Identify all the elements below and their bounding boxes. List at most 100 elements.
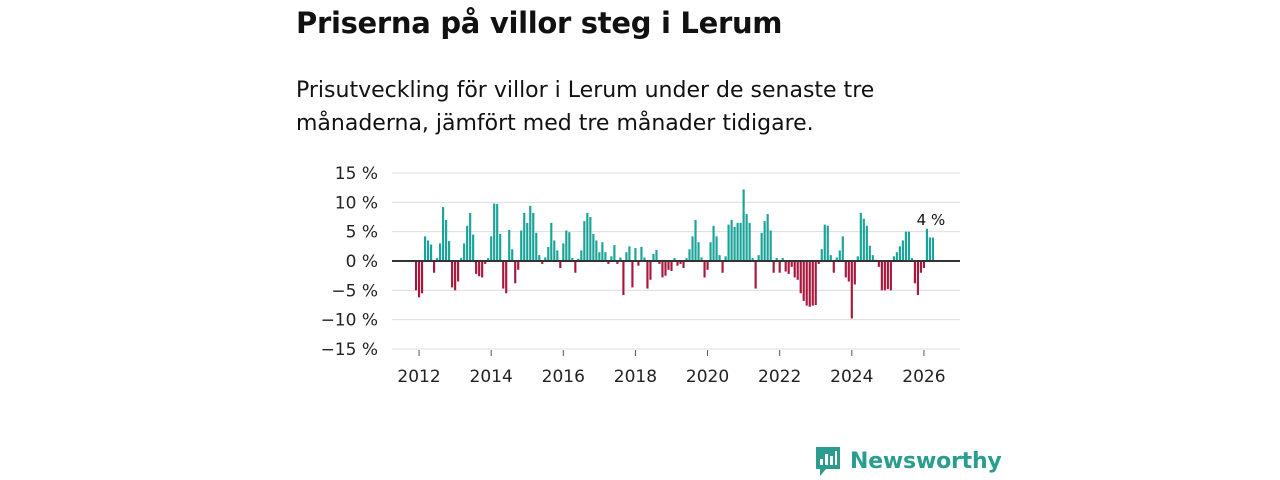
bar-positive <box>526 222 529 261</box>
bar-positive <box>694 219 697 261</box>
bar-positive <box>553 240 556 261</box>
bar-positive <box>868 245 871 261</box>
bar-positive <box>781 258 784 261</box>
bar-negative <box>505 261 508 294</box>
bar-negative <box>847 261 850 282</box>
bar-positive <box>532 212 535 261</box>
bar-positive <box>547 246 550 261</box>
bar-positive <box>733 226 736 261</box>
x-tick-label: 2020 <box>686 367 729 387</box>
bar-positive <box>745 214 748 261</box>
bar-positive <box>931 237 935 261</box>
bar-positive <box>865 225 868 261</box>
bar-positive <box>430 244 433 261</box>
bar-positive <box>841 236 844 261</box>
x-tick-label: 2026 <box>902 367 945 387</box>
bar-positive <box>538 255 541 261</box>
brand-name: Newsworthy <box>850 448 1002 474</box>
bar-positive <box>892 256 895 261</box>
chart-subtitle: Prisutveckling för villor i Lerum under … <box>296 78 875 136</box>
bar-positive <box>643 257 646 261</box>
bar-positive <box>613 245 616 261</box>
bar-positive <box>469 212 472 261</box>
bar-negative <box>517 261 520 270</box>
bar-negative <box>637 261 640 266</box>
bar-positive <box>556 250 559 261</box>
bar-positive <box>730 219 733 261</box>
bar-positive <box>709 242 712 261</box>
bar-negative <box>916 261 919 296</box>
x-tick-label: 2018 <box>614 367 657 387</box>
bar-positive <box>439 243 442 261</box>
bar-positive <box>904 231 907 261</box>
newsworthy-logo: Newsworthy <box>814 444 1002 478</box>
bar-negative <box>805 261 808 306</box>
bar-negative <box>754 261 757 289</box>
bar-negative <box>658 261 661 264</box>
bar-negative <box>574 261 577 273</box>
y-tick-label: −10 % <box>321 311 378 331</box>
bar-positive <box>859 212 862 261</box>
y-tick-label: 5 % <box>346 223 378 243</box>
bar-positive <box>829 255 832 261</box>
bar-positive <box>604 252 607 261</box>
bar-negative <box>541 261 544 264</box>
bar-negative <box>616 261 619 264</box>
bar-positive <box>925 228 929 261</box>
bar-negative <box>475 261 478 274</box>
bar-negative <box>679 261 682 264</box>
bar-negative <box>853 261 856 285</box>
bar-positive <box>601 242 604 261</box>
bar-positive <box>487 258 490 261</box>
bar-positive <box>820 249 823 261</box>
bar-negative <box>433 261 436 273</box>
bar-negative <box>883 261 886 291</box>
bar-positive <box>634 248 637 261</box>
y-tick-label: −15 % <box>321 340 378 360</box>
bar-positive <box>826 225 829 261</box>
bar-positive <box>598 252 601 261</box>
bar-positive <box>766 214 769 261</box>
bar-positive <box>775 258 778 261</box>
bar-positive <box>499 234 502 261</box>
bar-positive <box>712 225 715 261</box>
bar-positive <box>490 236 493 261</box>
bar-negative <box>703 261 706 278</box>
bar-positive <box>760 232 763 261</box>
bar-negative <box>667 261 670 270</box>
bar-negative <box>790 261 793 267</box>
bar-positive <box>724 256 727 261</box>
bar-positive <box>652 253 655 261</box>
bar-positive <box>640 246 643 261</box>
bar-positive <box>739 222 742 261</box>
bar-positive <box>568 232 571 261</box>
bar-negative <box>808 261 811 307</box>
bar-negative <box>844 261 847 278</box>
bar-positive <box>535 232 538 261</box>
bar-positive <box>856 256 859 261</box>
bar-negative <box>814 261 817 305</box>
bar-negative <box>793 261 796 278</box>
bar-positive <box>448 241 451 261</box>
bar-positive <box>898 246 901 261</box>
bar-negative <box>706 261 709 270</box>
bar-positive <box>757 255 760 261</box>
y-tick-label: 0 % <box>346 252 378 272</box>
bar-positive <box>529 205 532 261</box>
bar-negative <box>817 261 820 264</box>
bar-negative <box>670 261 673 271</box>
bar-positive <box>442 207 445 261</box>
bar-positive <box>718 255 721 261</box>
bar-positive <box>928 237 932 261</box>
bar-positive <box>493 203 496 261</box>
bar-positive <box>496 204 499 261</box>
bar-positive <box>697 242 700 261</box>
bar-positive <box>571 258 574 261</box>
y-tick-label: 15 % <box>335 164 378 184</box>
bar-negative <box>799 261 802 294</box>
bar-negative <box>850 261 853 319</box>
bar-positive <box>748 222 751 261</box>
bar-positive <box>580 250 583 261</box>
bar-negative <box>559 261 562 269</box>
bar-positive <box>727 224 730 261</box>
